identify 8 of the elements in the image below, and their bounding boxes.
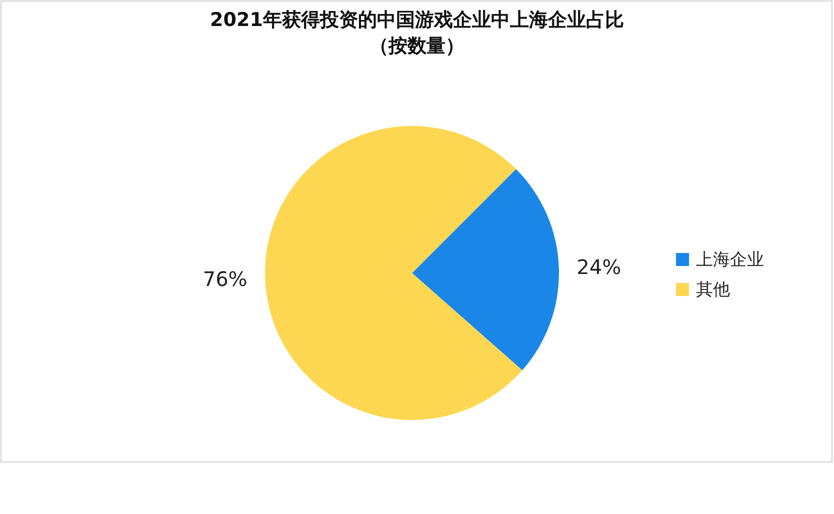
chart-title: 2021年获得投资的中国游戏企业中上海企业占比 — [210, 9, 624, 31]
pie-slice — [265, 126, 522, 420]
chart-subtitle: （按数量） — [370, 35, 464, 57]
legend-label: 其他 — [696, 280, 730, 300]
data-label: 24% — [576, 255, 622, 280]
legend-label: 上海企业 — [696, 250, 764, 270]
pie-slice — [412, 169, 559, 370]
data-label: 76% — [202, 266, 248, 291]
